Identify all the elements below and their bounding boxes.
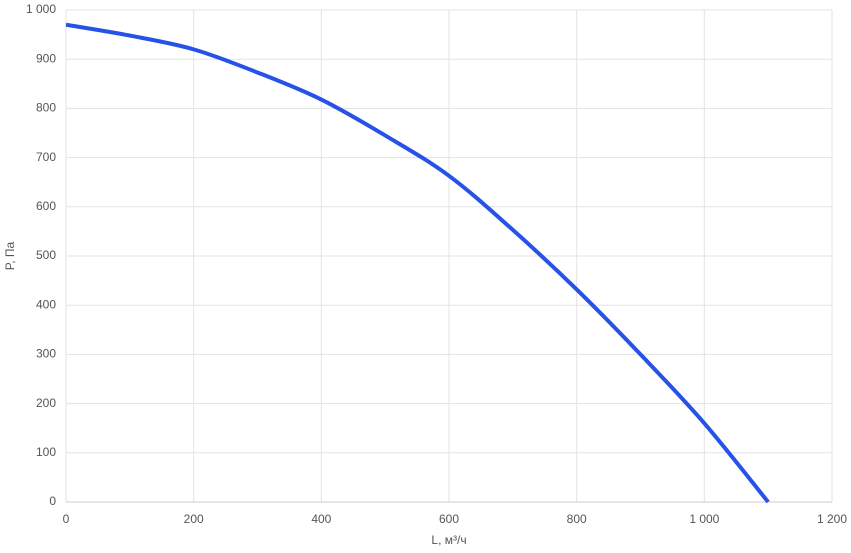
y-axis-title: P, Па	[3, 241, 17, 270]
line	[65, 22, 770, 504]
x-tick-label: 200	[184, 512, 204, 526]
y-tick-label: 500	[36, 248, 56, 262]
x-tick-label: 0	[63, 512, 70, 526]
y-tick-label: 0	[49, 494, 56, 508]
y-tick-label: 900	[36, 51, 56, 65]
x-tick-label: 1 200	[817, 512, 847, 526]
y-tick-label: 600	[36, 199, 56, 213]
y-tick-label: 400	[36, 297, 56, 311]
x-tick-label: 400	[311, 512, 331, 526]
y-tick-label: 300	[36, 347, 56, 361]
x-tick-label: 600	[439, 512, 459, 526]
y-tick-label: 700	[36, 150, 56, 164]
x-axis-title: L, м³/ч	[431, 533, 466, 547]
x-tick-label: 1 000	[689, 512, 719, 526]
x-tick-label: 800	[567, 512, 587, 526]
y-tick-label: 800	[36, 101, 56, 115]
y-tick-label: 100	[36, 445, 56, 459]
y-tick-label: 200	[36, 396, 56, 410]
y-tick-label: 1 000	[26, 2, 56, 16]
